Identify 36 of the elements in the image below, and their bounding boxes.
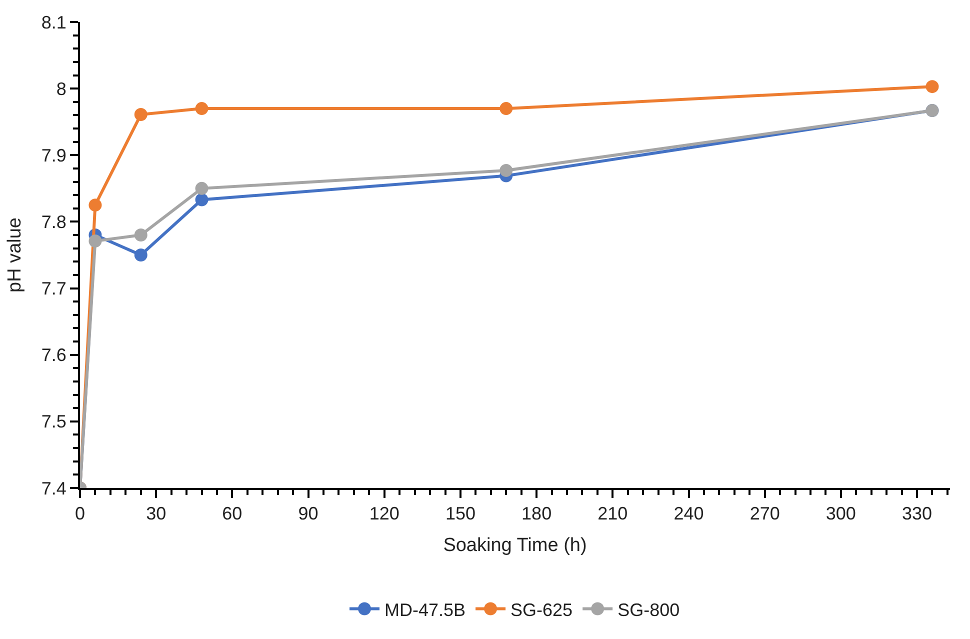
x-tick-label: 240	[674, 504, 704, 524]
point	[195, 102, 208, 116]
x-axis-title: Soaking Time (h)	[443, 534, 587, 556]
point	[926, 80, 939, 94]
point	[500, 164, 513, 177]
y-tick-label: 8.1	[41, 12, 66, 32]
point	[134, 108, 148, 122]
point	[500, 102, 513, 116]
x-tick-label: 210	[598, 504, 628, 524]
legend-label: MD-47.5B	[384, 600, 466, 620]
point	[88, 234, 102, 248]
y-axis-title: pH value	[4, 218, 26, 292]
y-tick-label: 7.8	[41, 212, 66, 232]
y-tick-label: 7.5	[41, 412, 66, 432]
x-tick-label: 120	[369, 504, 400, 524]
x-tick-label: 300	[826, 504, 856, 524]
point	[134, 248, 148, 262]
legend-label: SG-800	[618, 600, 680, 620]
point	[195, 182, 208, 195]
point	[88, 198, 102, 212]
point	[195, 193, 208, 206]
y-tick-label: 7.6	[41, 345, 66, 366]
y-tick-label: 7.7	[41, 278, 66, 299]
y-tick-label: 7.4	[41, 478, 66, 498]
y-tick-label: 8	[56, 78, 66, 99]
x-tick-label: 90	[298, 504, 318, 524]
x-tick-label: 30	[146, 504, 166, 524]
x-tick-label: 150	[445, 504, 476, 524]
x-tick-label: 270	[750, 504, 780, 524]
legend-label: SG-625	[510, 600, 573, 620]
y-tick-label: 7.9	[41, 145, 66, 166]
x-tick-label: 0	[74, 504, 86, 524]
x-tick-label: 330	[902, 504, 932, 524]
x-tick-label: 60	[222, 504, 242, 524]
point	[134, 228, 148, 242]
x-tick-label: 180	[522, 504, 552, 524]
